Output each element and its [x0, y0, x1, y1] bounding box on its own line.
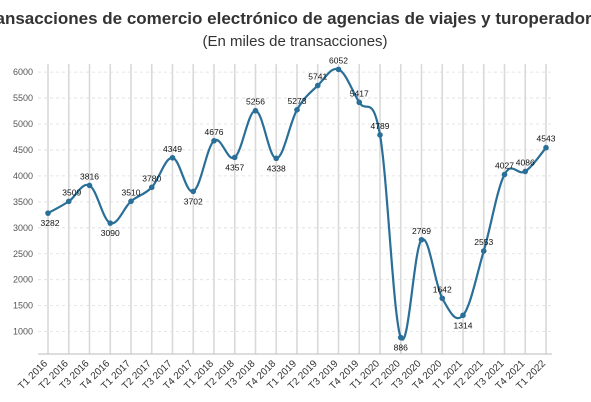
y-tick-label: 2500 — [13, 249, 33, 259]
data-label: 6052 — [329, 55, 348, 65]
y-tick-label: 2000 — [13, 275, 33, 285]
data-label: 2769 — [412, 226, 431, 236]
y-axis: 1000 1500 2000 2500 3000 3500 4000 4500 5000 5500… — [13, 67, 33, 337]
data-label: 3780 — [142, 173, 161, 183]
y-tick-label: 5500 — [13, 93, 33, 103]
data-point — [190, 188, 197, 195]
data-points — [45, 66, 549, 341]
data-label: 5417 — [350, 88, 369, 98]
chart-title: Transacciones de comercio electrónico de… — [0, 9, 591, 28]
data-point — [231, 154, 238, 161]
data-label: 1642 — [433, 284, 452, 294]
y-tick-label: 6000 — [13, 67, 33, 77]
data-label: 5741 — [308, 72, 327, 82]
y-tick-label: 1500 — [13, 301, 33, 311]
data-point — [252, 107, 259, 114]
data-point — [543, 144, 549, 151]
y-tick-label: 1000 — [13, 327, 33, 337]
data-label: 4543 — [537, 134, 556, 144]
data-label: 4338 — [267, 163, 286, 173]
data-point — [460, 312, 466, 319]
y-tick-label: 3500 — [13, 197, 33, 207]
data-label: 5256 — [246, 97, 265, 107]
data-point — [377, 132, 383, 138]
data-label: 3509 — [62, 187, 81, 197]
data-label: 4086 — [516, 157, 535, 167]
data-label: 4349 — [163, 144, 182, 154]
data-point — [65, 198, 72, 205]
chart-subtitle: (En miles de transacciones) — [202, 33, 387, 50]
y-tick-label: 3000 — [13, 223, 33, 233]
data-label: 4676 — [205, 127, 224, 137]
data-point — [480, 248, 487, 254]
data-label: 4027 — [495, 160, 514, 170]
data-label: 886 — [394, 343, 408, 353]
data-point — [107, 220, 114, 226]
y-tick-label: 4500 — [13, 145, 33, 155]
data-label: 1314 — [454, 320, 473, 330]
data-point — [439, 295, 446, 302]
data-label: 4357 — [225, 162, 244, 172]
data-label: 4789 — [371, 121, 390, 131]
data-point — [45, 210, 51, 216]
data-point — [314, 82, 321, 89]
gridlines — [38, 64, 552, 355]
data-label: 2553 — [474, 237, 493, 247]
data-point — [335, 66, 342, 73]
data-point — [294, 107, 300, 113]
data-point — [501, 171, 508, 178]
y-tick-label: 5000 — [13, 119, 33, 129]
data-point — [397, 334, 404, 341]
data-point — [273, 155, 280, 162]
data-point — [148, 184, 155, 191]
data-label: 3090 — [101, 228, 120, 238]
data-point — [128, 198, 134, 205]
data-point — [86, 182, 93, 189]
y-tick-label: 4000 — [13, 171, 33, 181]
data-point — [211, 138, 217, 144]
data-label: 3702 — [184, 196, 203, 206]
data-point — [522, 168, 529, 175]
data-label: 3282 — [41, 218, 60, 228]
data-point — [356, 99, 363, 106]
data-label: 3510 — [122, 187, 141, 197]
data-label: 3816 — [80, 171, 99, 181]
data-point — [169, 154, 176, 161]
data-label: 5273 — [288, 96, 307, 106]
data-point — [418, 236, 425, 243]
